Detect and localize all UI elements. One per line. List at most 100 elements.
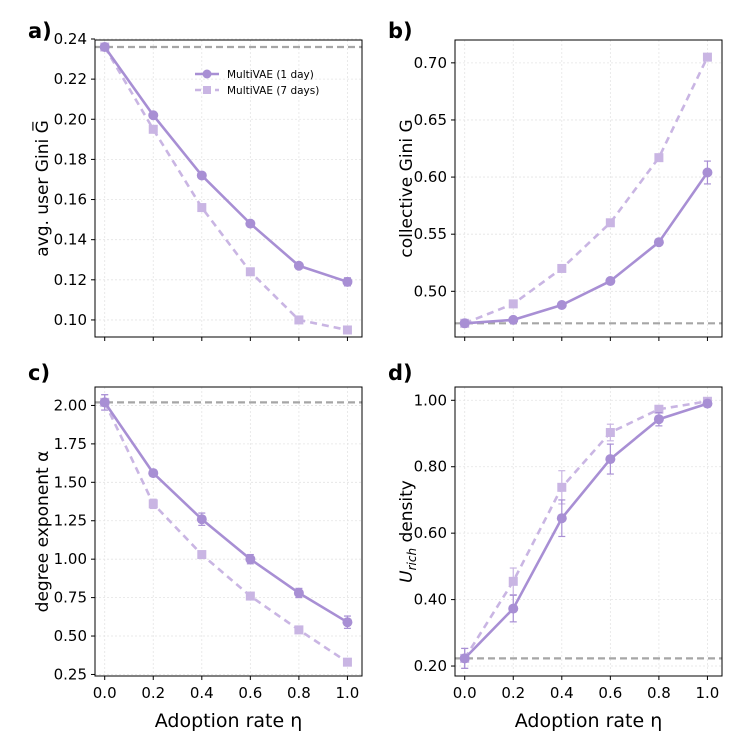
x-tick-label: 0.8 bbox=[287, 684, 311, 702]
y-axis-title: collective Gini G bbox=[397, 119, 417, 257]
y-tick-label: 0.16 bbox=[54, 191, 87, 209]
y-tick-label: 0.40 bbox=[414, 591, 447, 609]
legend-label: MultiVAE (1 day) bbox=[227, 69, 314, 81]
panel-3: 0.0 0.2 0.4 0.6 0.8 1.0 0.25 0.50 0.75 1.00 1.25 1.… bbox=[28, 361, 363, 732]
series-line bbox=[463, 402, 708, 660]
x-tick-label: 0.2 bbox=[141, 684, 165, 702]
y-tick-label: 0.50 bbox=[414, 282, 447, 300]
x-tick-label: 0.4 bbox=[190, 684, 214, 702]
data-point bbox=[653, 414, 664, 425]
y-tick-label: 1.75 bbox=[54, 435, 87, 453]
y-tick-label: 0.55 bbox=[414, 225, 447, 243]
data-point bbox=[605, 454, 616, 465]
plot-frame bbox=[94, 39, 363, 338]
data-point bbox=[196, 514, 207, 525]
series-line bbox=[103, 401, 349, 664]
y-tick-label: 0.20 bbox=[414, 657, 447, 675]
data-point bbox=[605, 428, 615, 438]
y-axis-title: avg. user Gini G̅ bbox=[31, 120, 53, 257]
data-point bbox=[294, 625, 304, 635]
panel-label: c) bbox=[28, 361, 50, 385]
data-point bbox=[342, 657, 352, 667]
data-point bbox=[654, 153, 664, 163]
data-point bbox=[148, 499, 158, 509]
plot-frame bbox=[454, 39, 723, 338]
data-point bbox=[702, 167, 713, 178]
data-point bbox=[556, 513, 567, 524]
series-1day bbox=[459, 160, 713, 329]
y-tick-label: 0.25 bbox=[54, 665, 87, 683]
data-point bbox=[654, 404, 664, 414]
x-tick-label: 0.0 bbox=[453, 684, 477, 702]
panel-label: d) bbox=[388, 361, 413, 385]
y-tick-label: 0.12 bbox=[54, 271, 87, 289]
data-point bbox=[99, 42, 110, 53]
panel-2: 0.50 0.55 0.60 0.65 0.70 collective Gini G b) bbox=[388, 19, 723, 341]
y-tick-label: 0.14 bbox=[54, 231, 87, 249]
x-tick-label: 0.0 bbox=[93, 684, 117, 702]
x-axis-title: Adoption rate η bbox=[155, 710, 303, 732]
data-point bbox=[556, 300, 567, 311]
panel-label: b) bbox=[388, 19, 413, 43]
panel-4: 0.0 0.2 0.4 0.6 0.8 1.0 0.20 0.40 0.60 0.80 1.00 Ur… bbox=[388, 361, 723, 732]
data-point bbox=[197, 203, 207, 213]
x-tick-label: 0.6 bbox=[238, 684, 262, 702]
legend: MultiVAE (1 day) MultiVAE (7 days) bbox=[195, 69, 319, 97]
y-tick-label: 1.00 bbox=[414, 391, 447, 409]
series-1day bbox=[99, 394, 353, 629]
data-point bbox=[557, 482, 567, 492]
legend-marker bbox=[203, 86, 211, 94]
series-1day bbox=[459, 398, 713, 669]
data-point bbox=[148, 124, 158, 134]
data-point bbox=[459, 318, 470, 329]
data-point bbox=[148, 468, 159, 479]
data-point bbox=[294, 315, 304, 325]
y-tick-label: 0.18 bbox=[54, 150, 87, 168]
data-point bbox=[508, 314, 519, 325]
data-point bbox=[293, 260, 304, 271]
x-tick-label: 0.8 bbox=[647, 684, 671, 702]
y-tick-label: 0.65 bbox=[414, 111, 447, 129]
x-tick-label: 1.0 bbox=[336, 684, 360, 702]
x-tick-label: 0.6 bbox=[598, 684, 622, 702]
y-tick-label: 0.50 bbox=[54, 627, 87, 645]
data-point bbox=[245, 554, 256, 565]
data-point bbox=[196, 170, 207, 181]
data-point bbox=[342, 276, 353, 287]
y-tick-label: 2.00 bbox=[54, 396, 87, 414]
plot-frame bbox=[94, 386, 363, 677]
data-point bbox=[605, 218, 615, 228]
legend-label: MultiVAE (7 days) bbox=[227, 85, 319, 97]
y-tick-label: 0.60 bbox=[414, 168, 447, 186]
panel-1: 0.10 0.12 0.14 0.16 0.18 0.20 0.22 0.24 avg. use… bbox=[28, 19, 363, 341]
data-point bbox=[342, 617, 353, 628]
y-tick-label: 1.00 bbox=[54, 550, 87, 568]
data-point bbox=[605, 276, 616, 287]
data-point bbox=[99, 397, 110, 408]
series-7days bbox=[460, 396, 712, 669]
x-tick-label: 0.2 bbox=[501, 684, 525, 702]
data-point bbox=[508, 299, 518, 309]
data-point bbox=[459, 653, 470, 664]
series-7days bbox=[100, 394, 352, 667]
data-point bbox=[653, 237, 664, 248]
y-tick-label: 0.24 bbox=[54, 30, 87, 48]
y-tick-label: 0.80 bbox=[414, 458, 447, 476]
y-tick-label: 0.70 bbox=[414, 54, 447, 72]
data-point bbox=[342, 325, 352, 335]
x-axis-title: Adoption rate η bbox=[515, 710, 663, 732]
panel-label: a) bbox=[28, 19, 52, 43]
data-point bbox=[702, 398, 713, 409]
data-point bbox=[508, 576, 518, 586]
y-tick-label: 1.50 bbox=[54, 473, 87, 491]
y-tick-label: 1.25 bbox=[54, 512, 87, 530]
series-line bbox=[463, 400, 708, 660]
data-point bbox=[245, 218, 256, 229]
data-point bbox=[245, 591, 255, 601]
series-line bbox=[464, 56, 709, 325]
series-line bbox=[103, 46, 348, 284]
data-point bbox=[702, 52, 712, 62]
series-1day bbox=[99, 42, 353, 287]
y-tick-label: 0.60 bbox=[414, 524, 447, 542]
